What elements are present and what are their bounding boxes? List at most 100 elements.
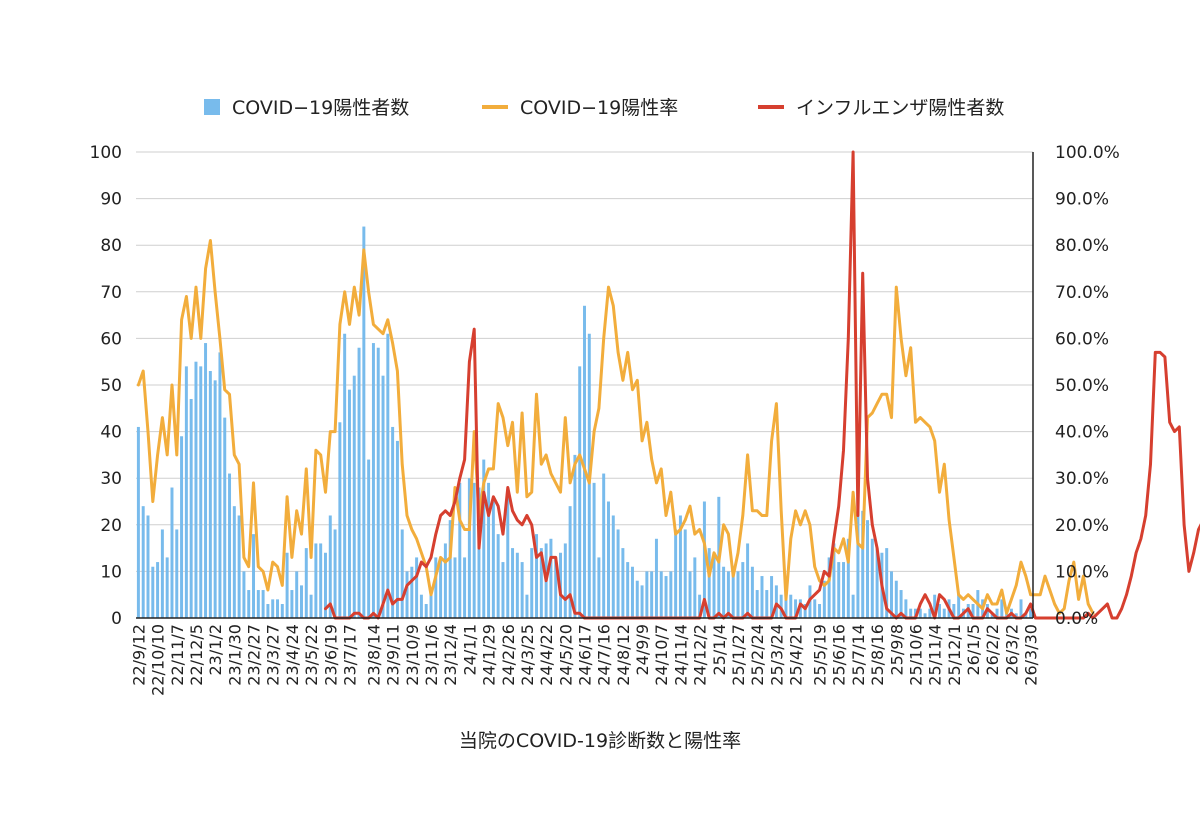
covid-count-bar: [395, 440, 399, 618]
covid-count-bar: [199, 366, 203, 618]
covid-count-bar: [909, 608, 913, 618]
covid-count-bar: [1000, 599, 1004, 618]
covid-count-bar: [563, 543, 567, 618]
x-tick-label: 25/4/21: [787, 624, 806, 686]
y-left-tick-label: 20: [100, 516, 122, 536]
y-right-tick-label: 60.0%: [1055, 329, 1109, 349]
covid-count-bar: [664, 576, 668, 618]
covid-count-bar: [674, 529, 678, 618]
covid-count-bar: [347, 389, 351, 618]
x-tick-label: 23/9/11: [384, 624, 403, 686]
covid-count-bar: [760, 576, 764, 618]
covid-count-bar: [323, 552, 327, 618]
covid-count-bar: [770, 576, 774, 618]
covid-count-bar: [650, 571, 654, 618]
y-right-tick-label: 40.0%: [1055, 423, 1109, 443]
covid-count-bar: [525, 594, 529, 618]
y-left-tick-label: 100: [90, 143, 122, 163]
x-tick-label: 23/12/4: [441, 624, 460, 686]
covid-count-bar: [165, 557, 169, 618]
covid-count-bar: [208, 371, 212, 618]
covid-count-bar: [602, 473, 606, 618]
covid-count-bar: [271, 599, 275, 618]
covid-count-bar: [539, 548, 543, 618]
covid-count-bar: [933, 594, 937, 618]
x-tick-label: 25/10/6: [907, 624, 926, 686]
covid-count-bar: [501, 562, 505, 618]
covid-count-bar: [319, 543, 323, 618]
covid-count-bar: [290, 590, 294, 618]
covid-count-bar: [659, 571, 663, 618]
y-right-tick-label: 100.0%: [1055, 143, 1120, 163]
covid-rate-line: [136, 239, 1095, 615]
covid-count-bar: [328, 515, 332, 618]
x-tick-label: 24/1/1: [460, 624, 479, 676]
covid-count-bar: [654, 538, 658, 618]
covid-count-bar: [726, 571, 730, 618]
covid-count-bar: [894, 580, 898, 618]
covid-count-bar: [866, 520, 869, 618]
x-tick-label: 23/7/17: [341, 624, 360, 686]
covid-count-bar: [472, 482, 476, 618]
covid-count-bar: [722, 566, 726, 618]
covid-count-bar: [381, 375, 385, 618]
covid-count-bar: [338, 422, 342, 618]
covid-count-bar: [851, 594, 855, 618]
covid-count-bar: [300, 585, 303, 618]
covid-count-bar: [386, 333, 390, 618]
y-right-tick-label: 80.0%: [1055, 236, 1109, 256]
x-tick-label: 23/2/27: [245, 624, 264, 686]
y-right-tick-label: 10.0%: [1055, 562, 1109, 582]
covid-count-bar: [146, 515, 150, 618]
covid-count-bar: [626, 562, 630, 618]
x-tick-label: 25/1/4: [710, 624, 729, 676]
covid-count-bar: [180, 436, 184, 618]
covid-count-bar: [952, 604, 956, 618]
covid-count-bar: [846, 538, 850, 618]
covid-count-bar: [678, 515, 682, 618]
covid-count-bar: [520, 562, 524, 618]
covid-count-bar: [755, 590, 759, 618]
x-tick-label: 24/10/7: [652, 624, 671, 686]
x-tick-label: 24/6/17: [576, 624, 595, 686]
x-tick-label: 24/12/2: [691, 624, 710, 686]
covid-count-bar: [1005, 613, 1009, 618]
y-right-tick-label: 70.0%: [1055, 283, 1109, 303]
covid-count-bar: [861, 510, 865, 618]
covid-count-bar: [371, 343, 375, 618]
covid-count-bar: [419, 594, 423, 618]
covid-count-bar: [904, 599, 908, 618]
covid-count-bar: [741, 562, 745, 618]
covid-count-bar: [640, 585, 644, 618]
covid-count-bar: [702, 501, 706, 618]
legend-swatch-covid-rate: [482, 104, 508, 109]
covid-count-bar: [367, 459, 371, 618]
y-left-tick-label: 90: [100, 190, 122, 210]
x-tick-label: 23/10/9: [403, 624, 422, 686]
y-left-tick-label: 10: [100, 562, 122, 582]
covid-count-bar: [957, 594, 961, 618]
covid-count-bar: [160, 529, 164, 618]
covid-count-bar: [923, 613, 927, 618]
covid-count-bar: [487, 482, 491, 618]
covid-count-bars: [136, 226, 1033, 618]
covid-count-bar: [630, 566, 634, 618]
covid-count-bar: [1019, 599, 1023, 618]
x-tick-label: 23/1/2: [206, 624, 225, 676]
x-tick-label: 24/2/26: [499, 624, 518, 686]
covid-count-bar: [343, 333, 347, 618]
covid-count-bar: [822, 580, 826, 618]
covid-count-bar: [309, 594, 313, 618]
covid-count-bar: [928, 608, 932, 618]
covid-count-bar: [415, 557, 419, 618]
x-tick-label: 23/3/27: [264, 624, 283, 686]
legend-item-covid-rate: COVID−19陽性率: [482, 93, 678, 120]
covid-count-bar: [357, 347, 361, 618]
x-tick-label: 22/12/5: [187, 624, 206, 686]
x-tick-label: 25/8/16: [868, 624, 887, 686]
covid-count-bar: [1029, 608, 1033, 618]
y-right-tick-label: 30.0%: [1055, 469, 1109, 489]
covid-count-bar: [899, 590, 903, 618]
covid-count-bar: [688, 571, 692, 618]
legend-swatch-covid-count: [204, 98, 220, 115]
